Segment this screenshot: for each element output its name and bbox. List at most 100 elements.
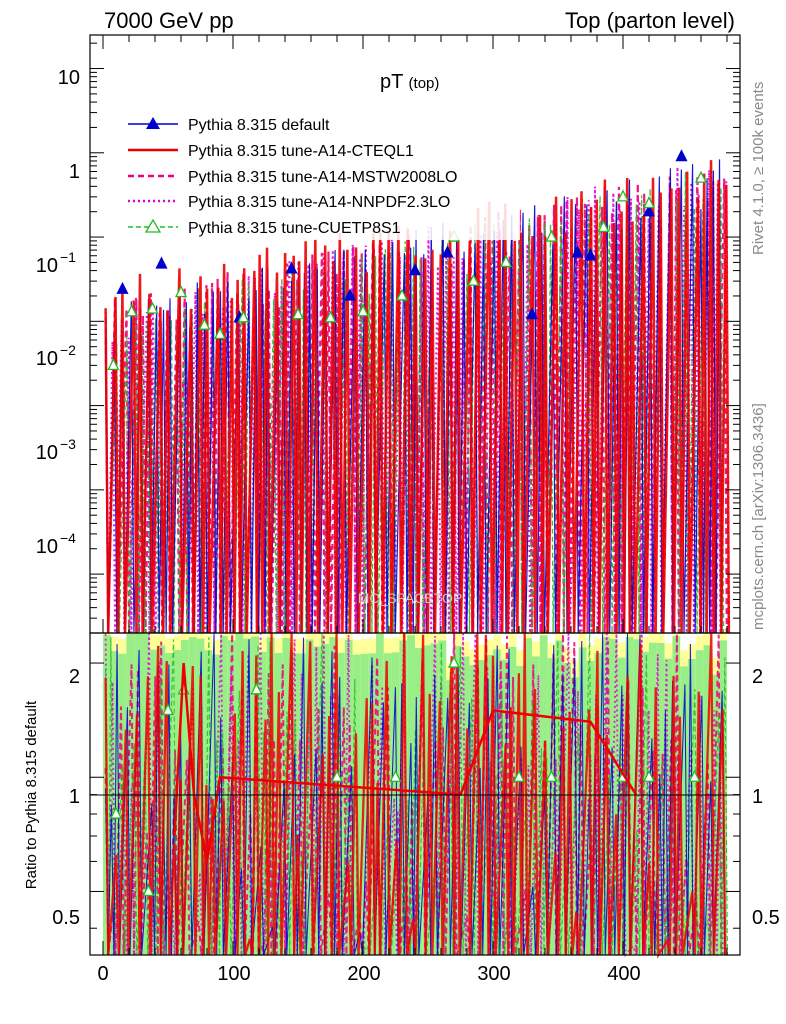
- marker-cuetp: [237, 310, 250, 323]
- legend: Pythia 8.315 default Pythia 8.315 tune-A…: [120, 108, 520, 240]
- legend-label-cuetp: Pythia 8.315 tune-CUETP8S1: [188, 220, 401, 237]
- marker-cuetp: [125, 304, 138, 317]
- marker-cuetp: [291, 307, 305, 320]
- band-green: [196, 638, 205, 955]
- band-green: [680, 666, 688, 955]
- legend-entry-nnpdf: Pythia 8.315 tune-A14-NNPDF2.3LO: [128, 194, 450, 211]
- ratio-line-mstw: [104, 633, 723, 956]
- marker-cuetp: [395, 288, 409, 301]
- marker-default: [285, 261, 298, 274]
- ratio-marker-cuetp: [109, 806, 123, 819]
- marker-cuetp: [107, 357, 120, 371]
- watermark: MC_SPACETOP: [358, 590, 463, 606]
- marker-default: [571, 245, 584, 258]
- band-green: [493, 649, 501, 955]
- ytick-0.0001-base: 10: [36, 536, 58, 558]
- xtick-label-300: 300: [477, 963, 510, 985]
- ytick-0.001-base: 10: [36, 442, 58, 464]
- ratio-marker-cuetp: [447, 655, 461, 668]
- ratio-series-cteq: [173, 662, 638, 862]
- ytick-label-1: 1: [69, 161, 80, 183]
- ytick-label-0.0001: 10: [36, 536, 58, 558]
- band-green: [391, 652, 400, 955]
- marker-default: [525, 307, 539, 320]
- marker-cuetp: [198, 317, 211, 330]
- ratio-ytick-label-0.5: 0.5: [52, 907, 80, 929]
- rivet-label: Rivet 4.1.0, ≥ 100k events: [750, 82, 767, 255]
- band-green: [110, 651, 119, 955]
- ratio-line-cteq: [104, 633, 727, 959]
- mcplots-label: mcplots.cern.ch [arXiv:1306.3436]: [750, 403, 767, 630]
- ratio-ylabel: Ratio to Pythia 8.315 default: [23, 700, 40, 889]
- marker-default: [116, 281, 129, 294]
- band-green: [641, 651, 649, 955]
- legend-marker-default: [146, 117, 160, 129]
- band-green: [477, 659, 486, 955]
- marker-cuetp: [213, 326, 227, 340]
- ytick-0.01-exp: −2: [60, 342, 76, 358]
- ytick-0.01-base: 10: [36, 348, 58, 370]
- band-green: [547, 658, 556, 955]
- band-green: [422, 645, 431, 955]
- plot-title-main: pT: [380, 71, 403, 93]
- ratio-ytick-label-2: 2: [69, 666, 80, 688]
- band-green: [188, 637, 197, 955]
- xtick-label-100: 100: [217, 963, 250, 985]
- header-left: 7000 GeV pp: [104, 8, 234, 33]
- ratio-ytick-label-2-right: 2: [752, 666, 763, 688]
- ratio-marker-cuetp: [389, 769, 402, 782]
- ytick-0.0001-exp: −4: [60, 530, 76, 546]
- ratio-marker-cuetp: [642, 769, 656, 782]
- marker-default: [642, 204, 656, 217]
- plot-title-sub: (top): [409, 75, 440, 92]
- marker-cuetp: [356, 304, 370, 317]
- ratio-marker-cuetp: [512, 769, 526, 782]
- marker-cuetp: [146, 301, 159, 314]
- marker-cuetp: [324, 310, 337, 323]
- marker-default: [155, 256, 168, 269]
- ratio-marker-cuetp: [688, 769, 701, 782]
- band-green: [610, 638, 618, 955]
- band-green: [430, 643, 439, 955]
- ratio-marker-cuetp: [142, 884, 155, 897]
- band-green: [321, 643, 330, 955]
- plot-title: pT (top): [380, 71, 439, 93]
- ratio-marker-cuetp: [250, 682, 263, 695]
- legend-label-cteq: Pythia 8.315 tune-A14-CTEQL1: [188, 143, 414, 160]
- marker-cuetp: [467, 273, 480, 286]
- ratio-ytick-label-0.5-right: 0.5: [752, 907, 780, 929]
- marker-cuetp: [499, 254, 513, 268]
- ytick-label-0.001: 10: [36, 442, 58, 464]
- ratio-marker-cuetp: [161, 702, 175, 716]
- marker-default: [675, 149, 688, 162]
- ytick-0.1-base: 10: [36, 255, 58, 277]
- xtick-label-0: 0: [97, 963, 108, 985]
- band-green: [305, 639, 314, 955]
- legend-entry-cuetp: Pythia 8.315 tune-CUETP8S1: [128, 218, 401, 237]
- series-markers: [107, 149, 715, 897]
- band-green: [126, 633, 135, 955]
- marker-cuetp: [642, 196, 656, 209]
- header-right: Top (parton level): [565, 8, 735, 33]
- legend-marker-cuetp: [144, 218, 162, 233]
- marker-cuetp: [545, 229, 558, 242]
- marker-default: [584, 248, 597, 261]
- marker-cuetp: [694, 170, 708, 183]
- xtick-label-400: 400: [607, 963, 640, 985]
- ratio-marker-cuetp: [330, 769, 344, 782]
- ratio-marker-cuetp: [545, 769, 558, 782]
- ytick-label-0.1: 10: [36, 255, 58, 277]
- band-green: [298, 653, 306, 955]
- ratio-ytick-label-1: 1: [69, 786, 80, 808]
- legend-entry-cteq: Pythia 8.315 tune-A14-CTEQL1: [128, 143, 414, 160]
- band-green: [274, 653, 283, 955]
- marker-cuetp: [616, 189, 630, 202]
- legend-label-mstw: Pythia 8.315 tune-A14-MSTW2008LO: [188, 169, 457, 186]
- legend-label-default: Pythia 8.315 default: [188, 117, 330, 134]
- dense-line-cteq: [104, 160, 731, 634]
- ytick-label-0.01: 10: [36, 348, 58, 370]
- ytick-0.001-exp: −3: [60, 436, 76, 452]
- band-green: [165, 652, 174, 955]
- marker-cuetp: [597, 220, 610, 233]
